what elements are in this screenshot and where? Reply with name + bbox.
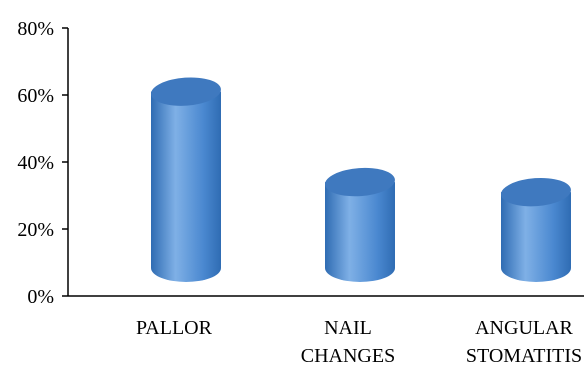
x-category-label: ANGULAR STOMATITIS	[466, 317, 582, 367]
bar-top	[501, 177, 571, 207]
x-category-label: PALLOR	[136, 317, 213, 339]
y-tick-label: 20%	[17, 219, 54, 241]
bar-body	[501, 192, 571, 282]
bars	[151, 77, 571, 283]
bar-body	[151, 91, 221, 283]
y-tick-label: 40%	[17, 152, 54, 174]
bar-body	[325, 182, 395, 282]
y-tick-label: 80%	[17, 18, 54, 40]
y-tick-label: 0%	[27, 286, 54, 308]
bar	[501, 177, 571, 282]
y-tick-label: 60%	[17, 85, 54, 107]
bar	[325, 167, 395, 282]
x-category-label: NAIL CHANGES	[301, 317, 395, 367]
bar-top	[325, 167, 395, 197]
y-axis: 0% 20% 40% 60% 80%	[17, 18, 584, 308]
bar	[151, 77, 221, 283]
x-axis-labels: PALLOR NAIL CHANGES ANGULAR STOMATITIS	[136, 317, 582, 367]
bar-top	[151, 77, 221, 106]
